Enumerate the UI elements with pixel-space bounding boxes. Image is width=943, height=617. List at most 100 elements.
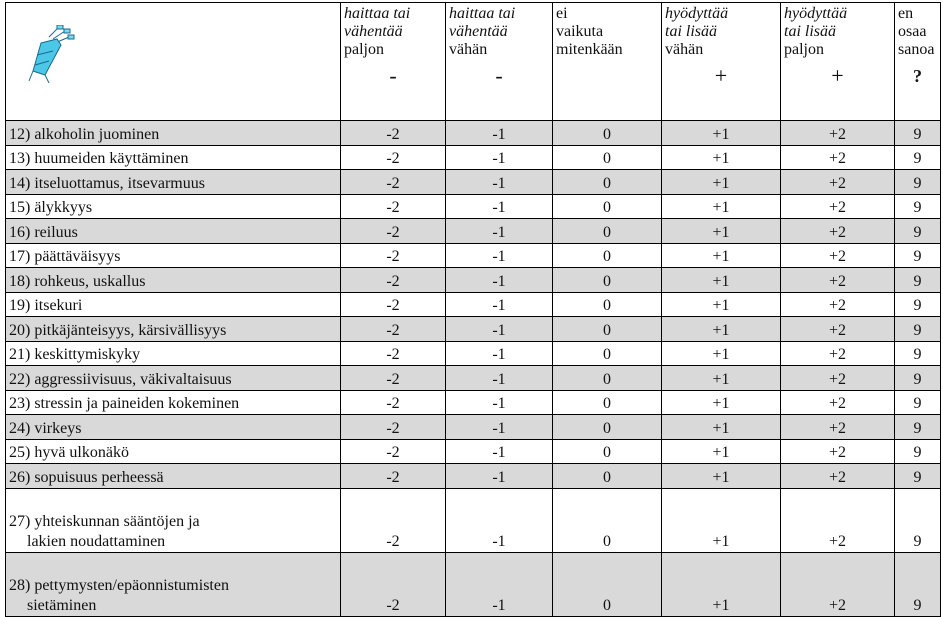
label-line: 26) sopuisuus perheessä [9, 468, 164, 486]
row-label: 16) reiluus [5, 218, 341, 244]
label-line: 28) pettymysten/epäonnistumisten [9, 576, 229, 594]
row-label: 23) stressin ja paineiden kokeminen [5, 389, 341, 415]
column-header: haittaa tai vähentää vähän - [445, 2, 553, 121]
answer-code: -2 [340, 551, 446, 617]
table-row: 26) sopuisuus perheessä -2 -1 0 +1 +2 9 [5, 463, 941, 489]
answer-code: -1 [445, 340, 553, 366]
answer-code: +1 [661, 463, 781, 489]
row-label: 18) rohkeus, uskallus [5, 267, 341, 293]
row-label: 21) keskittymiskyky [5, 340, 341, 366]
label-line: 27) yhteiskunnan sääntöjen ja [9, 512, 200, 530]
header-line: vähän [665, 41, 704, 58]
answer-code: +1 [661, 169, 781, 195]
answer-code: 9 [894, 316, 941, 342]
answer-code: +1 [661, 551, 781, 617]
label-line: lakien noudattaminen [27, 532, 166, 550]
answer-code: +2 [780, 551, 895, 617]
answer-code: 0 [552, 487, 662, 553]
header-line: haittaa tai [344, 5, 411, 22]
answer-code: 0 [552, 193, 662, 219]
answer-code: 9 [894, 120, 941, 146]
header-line: paljon [344, 41, 384, 58]
answer-code: -1 [445, 551, 553, 617]
answer-code: 0 [552, 218, 662, 244]
row-label: 12) alkoholin juominen [5, 120, 341, 146]
answer-code: -1 [445, 487, 553, 553]
answer-code: +1 [661, 267, 781, 293]
answer-code: -2 [340, 316, 446, 342]
header-symbol: - [389, 63, 397, 88]
answer-code: +2 [780, 267, 895, 293]
answer-code: -1 [445, 365, 553, 391]
answer-code: -2 [340, 487, 446, 553]
table-row: 14) itseluottamus, itsevarmuus -2 -1 0 +1 +2 9 [5, 169, 941, 195]
answer-code: -2 [340, 414, 446, 440]
answer-code: 0 [552, 267, 662, 293]
label-line: 14) itseluottamus, itsevarmuus [9, 174, 205, 192]
answer-code: +2 [780, 316, 895, 342]
answer-code: +2 [780, 291, 895, 317]
answer-code: -1 [445, 169, 553, 195]
answer-code: 0 [552, 169, 662, 195]
answer-code: +2 [780, 169, 895, 195]
answer-code: +1 [661, 389, 781, 415]
answer-code: 9 [894, 463, 941, 489]
answer-code: +1 [661, 193, 781, 219]
row-label: 26) sopuisuus perheessä [5, 463, 341, 489]
answer-code: -2 [340, 463, 446, 489]
answer-code: +2 [780, 193, 895, 219]
answer-code: -1 [445, 389, 553, 415]
table-row: 24) virkeys -2 -1 0 +1 +2 9 [5, 414, 941, 440]
answer-code: +1 [661, 414, 781, 440]
answer-code: 0 [552, 463, 662, 489]
table-row: 18) rohkeus, uskallus -2 -1 0 +1 +2 9 [5, 267, 941, 293]
table-row: 13) huumeiden käyttäminen -2 -1 0 +1 +2 9 [5, 144, 941, 170]
answer-code: -1 [445, 120, 553, 146]
answer-code: 9 [894, 267, 941, 293]
column-header: hyödyttää tai lisää paljon + [780, 2, 895, 121]
header-line: hyödyttää [784, 5, 848, 22]
answer-code: -2 [340, 291, 446, 317]
header-line: haittaa tai [449, 5, 516, 22]
answer-code: 0 [552, 551, 662, 617]
header-line: hyödyttää [665, 5, 729, 22]
answer-code: -1 [445, 291, 553, 317]
header-line: en [898, 5, 914, 22]
answer-code: +1 [661, 438, 781, 464]
header-line: vähentää [344, 23, 403, 40]
label-line: 25) hyvä ulkonäkö [9, 444, 129, 461]
answer-code: +1 [661, 291, 781, 317]
header-line: tai lisää [784, 23, 837, 40]
answer-code: 9 [894, 144, 941, 170]
answer-code: -2 [340, 242, 446, 268]
row-label: 25) hyvä ulkonäkö [5, 438, 341, 464]
answer-code: 9 [894, 242, 941, 268]
label-line: 19) itsekuri [9, 297, 83, 314]
answer-code: +1 [661, 340, 781, 366]
header-symbol: ? [913, 66, 922, 86]
answer-code: -2 [340, 120, 446, 146]
label-line: 20) pitkäjänteisyys, kärsivällisyys [9, 321, 227, 339]
label-line: 15) älykkyys [9, 199, 93, 216]
answer-code: +2 [780, 340, 895, 366]
row-label: 27) yhteiskunnan sääntöjen ja lakien noud… [5, 487, 341, 553]
answer-code: +2 [780, 487, 895, 553]
answer-code: -2 [340, 389, 446, 415]
row-label: 22) aggressiivisuus, väkivaltaisuus [5, 365, 341, 391]
answer-code: -2 [340, 218, 446, 244]
answer-code: +1 [661, 365, 781, 391]
label-line: 12) alkoholin juominen [9, 125, 160, 143]
answer-code: 9 [894, 438, 941, 464]
answer-code: 9 [894, 340, 941, 366]
answer-code: +1 [661, 144, 781, 170]
answer-code: -1 [445, 218, 553, 244]
table-row: 20) pitkäjänteisyys, kärsivällisyys -2 -1 0… [5, 316, 941, 342]
row-label: 17) päättäväisyys [5, 242, 341, 268]
answer-code: 9 [894, 365, 941, 391]
answer-code: +2 [780, 414, 895, 440]
row-label: 24) virkeys [5, 414, 341, 440]
answer-code: 9 [894, 291, 941, 317]
label-line: 17) päättäväisyys [9, 248, 121, 265]
answer-code: -1 [445, 242, 553, 268]
